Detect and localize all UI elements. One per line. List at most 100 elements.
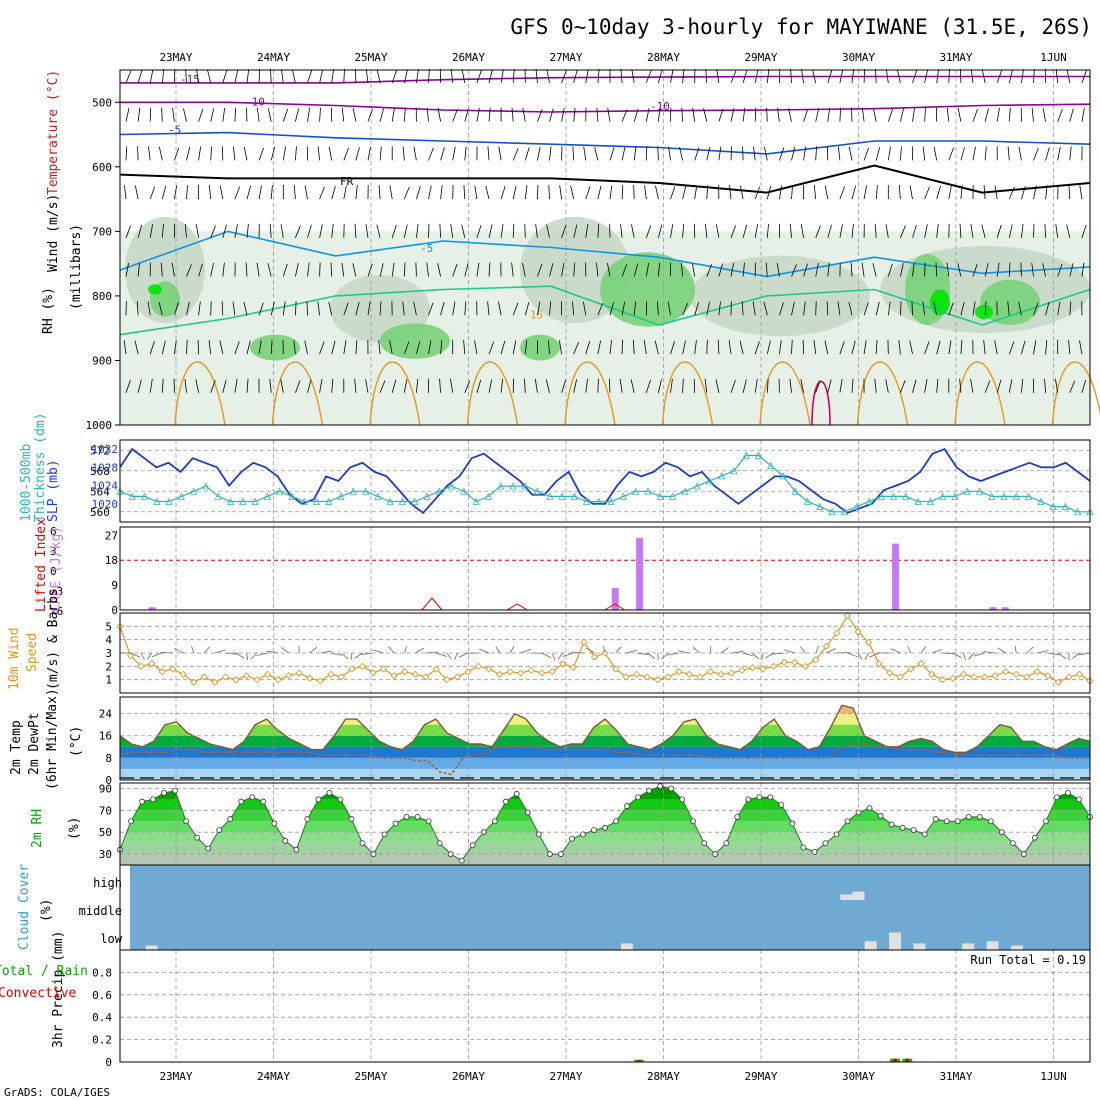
wind-barb	[219, 185, 224, 200]
wind-barb	[875, 340, 878, 355]
wind-barb	[900, 301, 902, 316]
wind-barb	[500, 378, 504, 393]
isotherm-label: -5	[168, 123, 181, 136]
wind-barb	[488, 69, 493, 84]
wind10-barb	[415, 647, 425, 654]
wind10-speed-label: Speed	[25, 633, 40, 672]
wind-barb	[815, 146, 817, 161]
wind-barb	[948, 68, 950, 83]
date-label-top: 29MAY	[744, 51, 777, 64]
slp-frame	[119, 439, 1091, 523]
wind10-label: 10m Wind	[7, 627, 22, 690]
wind-barb	[403, 186, 410, 200]
wind-barb	[800, 379, 804, 393]
isotherm-warm	[661, 361, 714, 426]
wind10-point	[664, 673, 672, 681]
wind-barb	[909, 340, 913, 355]
rh2m-point	[1020, 851, 1027, 857]
thickness-point	[546, 492, 554, 500]
wind-barb	[537, 301, 541, 316]
wind-barb	[147, 301, 151, 316]
wind-barb	[355, 301, 360, 316]
wind-barb	[304, 340, 308, 355]
wind10-point	[506, 668, 514, 676]
wind-barb	[246, 107, 248, 122]
wind-barb	[658, 107, 661, 122]
wind10-point	[907, 665, 915, 673]
isotherm-hot	[811, 380, 831, 426]
wind-barb	[777, 107, 780, 122]
wind-barb	[524, 302, 530, 316]
wind10-point	[590, 653, 599, 661]
wind-barb	[134, 340, 139, 355]
wind-barb	[174, 147, 180, 161]
wind10-barb	[425, 651, 438, 654]
wind-barb	[295, 301, 297, 316]
date-label-top: 26MAY	[452, 51, 485, 64]
wind-barb	[1069, 263, 1074, 277]
wind-barb	[391, 224, 397, 238]
wind-barb	[148, 146, 151, 161]
wind10-point	[822, 642, 830, 650]
wind10-barb	[890, 648, 901, 654]
rh2m-point	[767, 794, 774, 801]
wind-barb	[803, 108, 809, 122]
wind10-point	[980, 673, 989, 681]
wind-barb	[900, 146, 902, 161]
wind-barb	[957, 263, 962, 277]
wind10-point	[970, 673, 978, 681]
wind-barb	[149, 69, 154, 83]
thickness-point	[521, 482, 529, 490]
wind-barb	[729, 185, 732, 200]
wind-barb	[658, 379, 662, 393]
y-tick-label: 500	[92, 96, 112, 109]
wind10-barb	[509, 646, 515, 654]
wind-barb	[936, 185, 941, 200]
wind10-barb	[191, 646, 195, 654]
wind10-point	[485, 665, 493, 673]
wind-barb	[630, 379, 635, 393]
isotherm--15	[120, 75, 1090, 84]
wind-barb	[596, 107, 599, 122]
wind-barb	[691, 262, 696, 277]
wind10-barb	[761, 652, 764, 661]
wind-barb	[174, 185, 178, 200]
wind-barb	[704, 378, 708, 393]
date-label-bottom: 31MAY	[939, 1070, 972, 1083]
wind-barb	[924, 69, 929, 83]
wind-barb	[594, 147, 599, 161]
wind-barb	[885, 224, 889, 238]
wind-barb	[341, 262, 345, 277]
wind-barb	[546, 69, 550, 83]
wind10-barb	[857, 652, 863, 660]
wind-barb	[924, 107, 926, 122]
wind-barb	[534, 378, 538, 393]
cloud-bar-low	[913, 943, 926, 950]
rh2m-point	[326, 789, 333, 796]
wind-barb	[355, 147, 360, 161]
wind-barb	[585, 69, 589, 83]
thickness-tick-label: 564	[90, 485, 110, 498]
wind-barb	[924, 186, 930, 200]
wind-barb	[959, 223, 962, 238]
wind-barb	[791, 264, 797, 277]
wind-barb	[1069, 380, 1076, 393]
wind-barb	[1066, 224, 1071, 238]
wind-barb	[801, 69, 804, 83]
wind-barb	[452, 146, 456, 161]
wind-barb	[754, 224, 759, 238]
wind10-barb	[140, 652, 145, 660]
wind-barb	[282, 108, 289, 122]
wind-barb	[450, 379, 454, 393]
wind-barb	[549, 301, 552, 316]
thickness-point	[951, 492, 959, 500]
wind-barb	[706, 264, 713, 277]
wind-barb	[280, 224, 284, 238]
cape-li-panel: 6 3 0 -3 -6 27 18 9 0	[50, 525, 1091, 618]
wind-barb	[633, 263, 639, 277]
wind-barb	[960, 147, 965, 161]
wind-barb	[621, 264, 628, 277]
wind-barb	[186, 147, 191, 161]
wind-barb	[815, 263, 819, 277]
rh2m-point	[546, 851, 553, 857]
